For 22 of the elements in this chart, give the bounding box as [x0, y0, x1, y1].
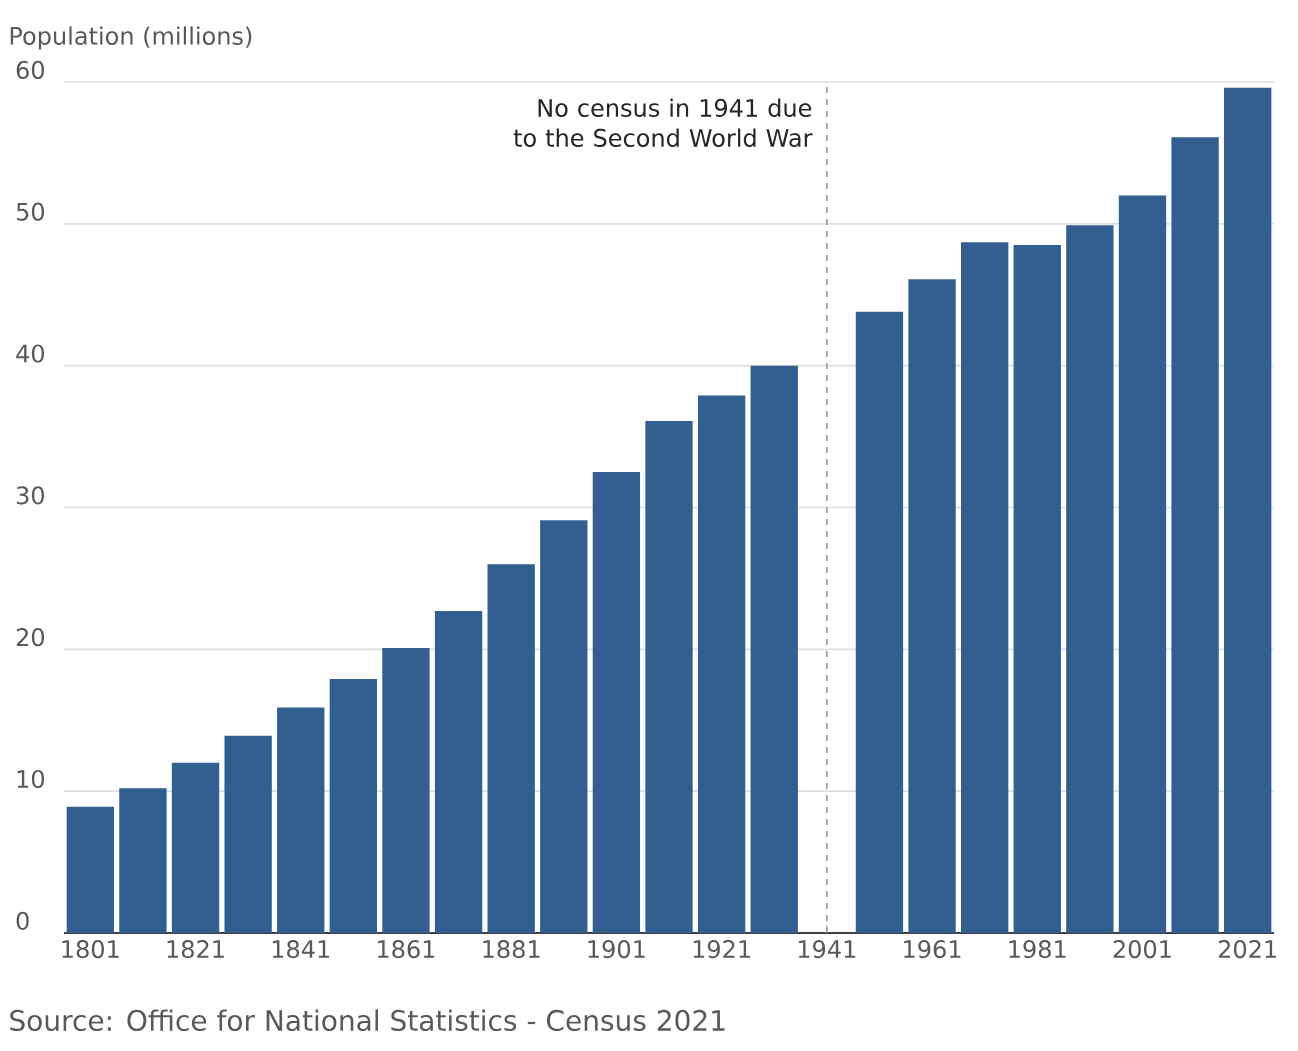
y-tick-label: 60: [16, 60, 45, 79]
y-axis-title: Population (millions): [10, 26, 252, 50]
source-note: Source: Office for National Statistics - Census 2021: [10, 1009, 725, 1032]
x-tick-label: 1821: [167, 940, 224, 959]
x-tick-label: 1861: [378, 940, 435, 959]
x-tick-label: 1961: [904, 940, 961, 959]
y-tick-label: 50: [16, 202, 45, 221]
x-tick-label: 2021: [1218, 940, 1276, 959]
x-tick-label: 2001: [1113, 940, 1171, 959]
y-tick-label: 40: [16, 344, 45, 363]
x-tick-label: 1981: [1009, 940, 1066, 959]
y-tick-label: 20: [16, 628, 45, 647]
x-tick-label: 1881: [483, 940, 540, 959]
x-tick-label: 1841: [272, 940, 330, 959]
x-tick-label: 1901: [588, 940, 645, 959]
ref-line-label: No census in 1941 due to the Second World War: [513, 98, 813, 147]
x-tick-label: 1921: [693, 940, 750, 959]
x-tick-label: 1941: [798, 940, 856, 959]
y-tick-label: 30: [16, 486, 45, 505]
y-tick-label: 0: [16, 911, 29, 930]
x-tick-label: 1801: [62, 940, 119, 959]
y-tick-label: 10: [17, 769, 45, 789]
